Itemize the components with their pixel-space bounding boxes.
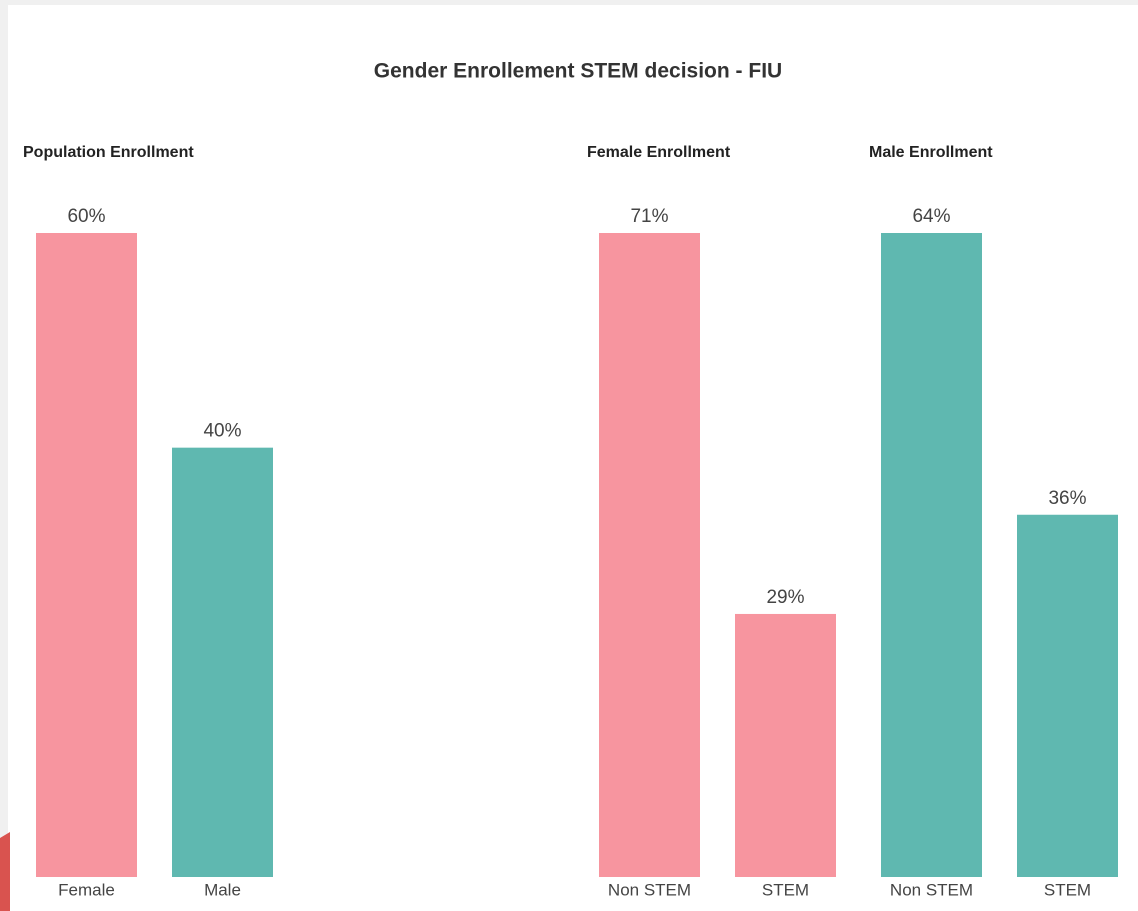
bar [599, 233, 700, 877]
data-label: 40% [203, 421, 241, 442]
chart-title: Gender Enrollement STEM decision - FIU [374, 60, 782, 83]
bar [1017, 514, 1118, 877]
x-tick-label: Non STEM [890, 880, 973, 899]
x-tick-label: Non STEM [608, 880, 691, 899]
bar [36, 233, 137, 877]
x-tick-label: STEM [762, 880, 809, 899]
panel-title: Male Enrollment [869, 144, 993, 161]
x-tick-label: Male [204, 880, 241, 899]
data-label: 71% [630, 206, 668, 227]
data-label: 36% [1048, 488, 1086, 509]
decoration [0, 832, 10, 911]
data-label: 60% [67, 206, 105, 227]
data-label: 29% [766, 587, 804, 608]
panel-title: Female Enrollment [587, 144, 731, 161]
bar [172, 447, 273, 877]
x-tick-label: Female [58, 880, 115, 899]
bar [881, 233, 982, 877]
x-tick-label: STEM [1044, 880, 1091, 899]
bar [735, 613, 836, 877]
panel-title: Population Enrollment [23, 144, 194, 161]
data-label: 64% [912, 206, 950, 227]
